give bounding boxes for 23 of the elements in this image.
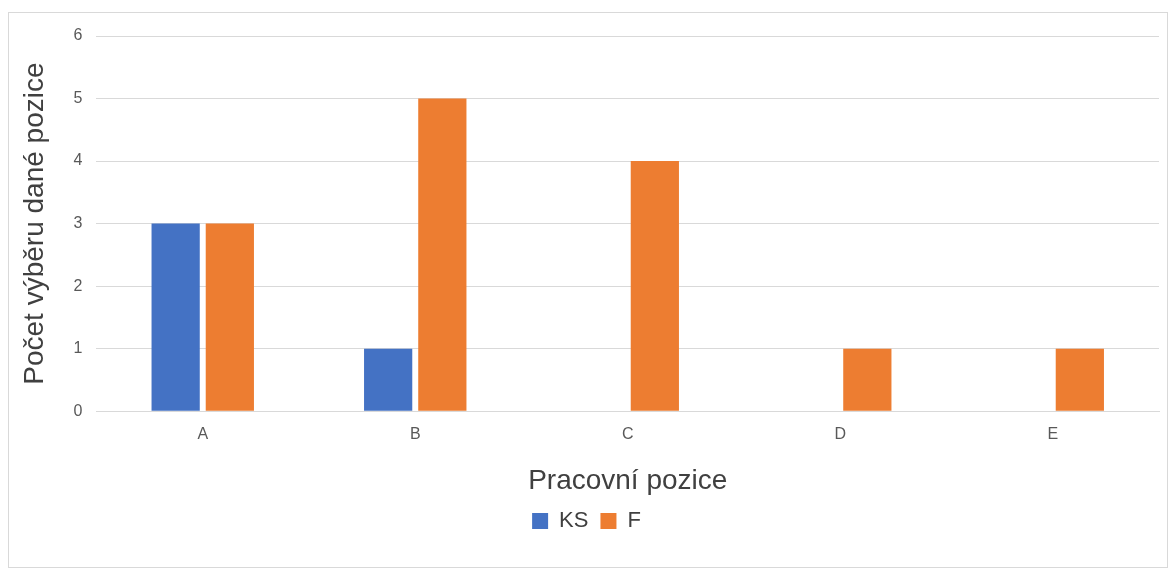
x-tick-label: A (197, 425, 209, 443)
bar (1055, 348, 1104, 411)
x-tick-label: E (1047, 425, 1059, 443)
y-tick-label: 1 (73, 339, 83, 357)
x-tick-label: B (409, 425, 421, 443)
bar (418, 98, 467, 411)
x-axis-title: Pracovní pozice (528, 463, 728, 495)
y-tick-label: 2 (73, 276, 83, 294)
y-tick-label: 6 (73, 26, 83, 44)
legend-label: KS (559, 507, 589, 533)
bar (364, 348, 413, 411)
bar (630, 161, 679, 411)
y-axis-title: Počet výběru dané pozice (17, 62, 49, 385)
legend-label: F (627, 507, 641, 533)
x-tick-label: C (621, 425, 634, 443)
y-tick-label: 4 (73, 151, 83, 169)
bar (843, 348, 892, 411)
y-tick-label: 3 (73, 214, 83, 232)
y-tick-label: 0 (73, 401, 83, 419)
y-tick-label: 5 (73, 88, 83, 106)
bar (205, 223, 254, 411)
x-tick-label: D (834, 425, 847, 443)
bar (151, 223, 200, 411)
